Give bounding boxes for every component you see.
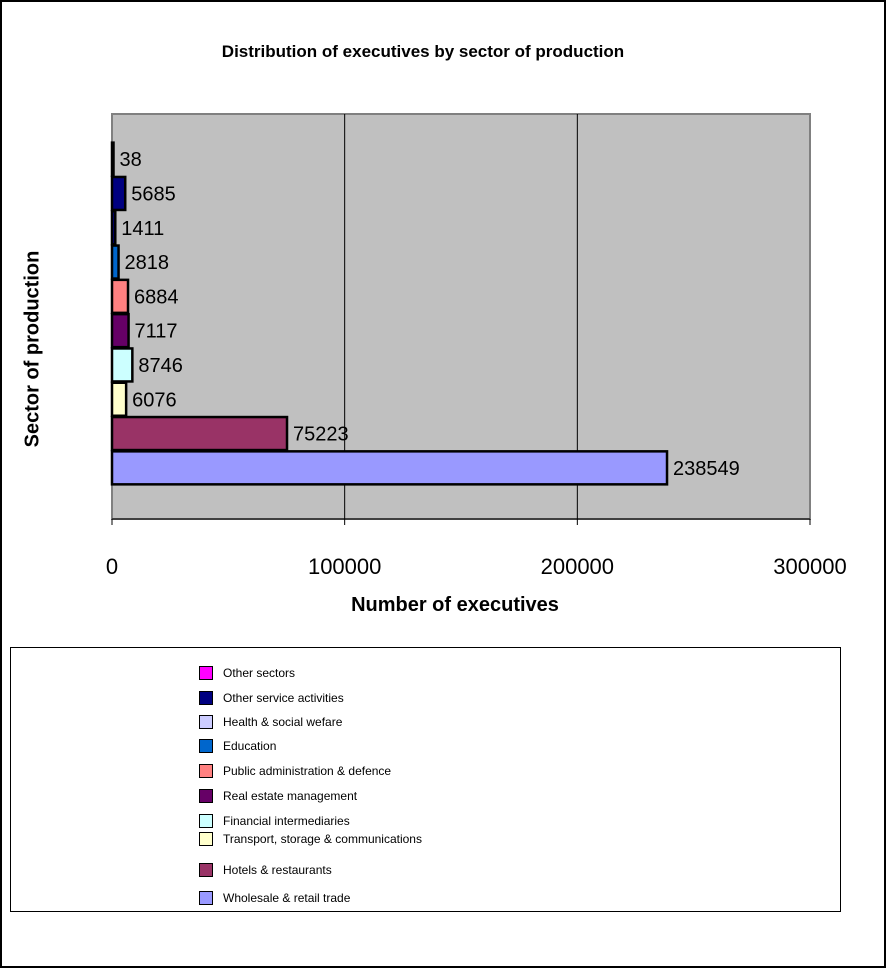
legend-item: Financial intermediaries	[199, 814, 350, 828]
chart-title: Distribution of executives by sector of …	[221, 42, 625, 61]
legend-label: Education	[223, 739, 277, 753]
legend-swatch	[199, 832, 213, 846]
x-tick-label: 100000	[308, 554, 381, 579]
legend-item: Health & social wefare	[199, 715, 342, 729]
legend-swatch	[199, 891, 213, 905]
legend-label: Other service activities	[223, 691, 344, 705]
data-label: 38	[120, 149, 142, 171]
x-axis-title: Number of executives	[351, 594, 559, 616]
bar	[110, 278, 130, 315]
data-label: 5685	[131, 183, 176, 205]
bar	[110, 347, 134, 383]
legend-item: Real estate management	[199, 789, 357, 803]
legend-swatch	[199, 789, 213, 803]
legend-label: Health & social wefare	[223, 715, 343, 729]
legend-label: Public administration & defence	[223, 764, 392, 778]
legend-label: Financial intermediaries	[223, 814, 350, 828]
bar	[110, 415, 289, 452]
x-tick-label: 200000	[541, 554, 614, 579]
data-label: 2818	[125, 252, 170, 274]
legend-label: Hotels & restaurants	[223, 863, 332, 877]
legend-item: Other sectors	[199, 666, 295, 680]
data-label: 1411	[121, 218, 164, 240]
bar	[110, 210, 117, 246]
legend: Other sectors Other service activities Hea…	[10, 647, 841, 912]
bar	[110, 244, 120, 280]
legend-item: Public administration & defence	[199, 764, 391, 778]
data-label: 75223	[293, 424, 349, 446]
legend-item: Wholesale & retail trade	[199, 891, 350, 905]
legend-swatch	[199, 666, 213, 680]
legend-swatch	[199, 739, 213, 753]
legend-item: Transport, storage & communications	[199, 832, 422, 846]
data-label: 238549	[673, 458, 740, 480]
legend-swatch	[199, 715, 213, 729]
legend-swatch	[199, 814, 213, 828]
bar	[110, 381, 128, 417]
legend-label: Wholesale & retail trade	[223, 891, 351, 905]
legend-swatch	[199, 764, 213, 778]
y-axis-title: Sector of production	[21, 250, 44, 448]
legend-label: Transport, storage & communications	[223, 832, 422, 846]
bar	[110, 450, 669, 486]
x-tick-label: 0	[106, 554, 118, 579]
data-label: 8746	[138, 355, 183, 377]
bar	[110, 141, 115, 177]
legend-item: Hotels & restaurants	[199, 863, 332, 877]
bar	[110, 175, 127, 212]
data-label: 7117	[135, 321, 178, 343]
x-tick-label: 300000	[773, 554, 846, 579]
bar	[110, 312, 130, 349]
legend-swatch	[199, 691, 213, 705]
legend-label: Real estate management	[223, 789, 358, 803]
data-label: 6076	[132, 389, 177, 411]
legend-swatch	[199, 863, 213, 877]
legend-label: Other sectors	[223, 666, 296, 680]
data-label: 6884	[134, 286, 179, 308]
legend-item: Other service activities	[199, 691, 344, 705]
chart-plot: 0 100000 200000 300000 38 5685 1411 2818 6884 711…	[106, 113, 847, 579]
legend-item: Education	[199, 739, 276, 753]
